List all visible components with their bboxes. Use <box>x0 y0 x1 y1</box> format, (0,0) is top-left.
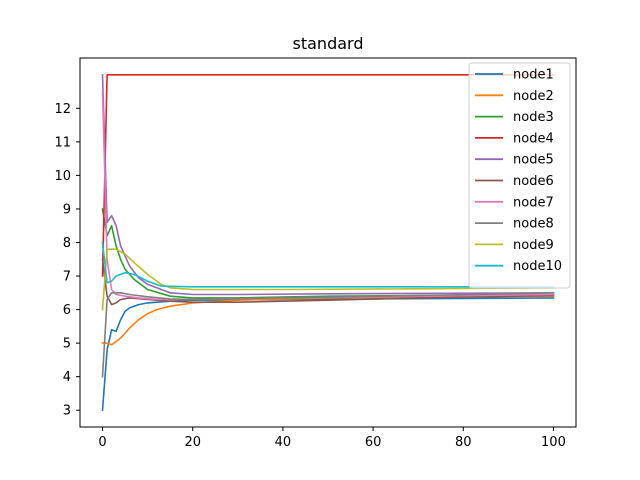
legend-label: node8 <box>513 217 554 232</box>
series-line-node1 <box>101 297 555 412</box>
series-line-node10 <box>101 241 555 288</box>
y-tick-label: 8 <box>63 236 71 251</box>
y-tick-label: 12 <box>54 102 71 117</box>
chart-title: standard <box>293 34 364 53</box>
x-tick-label: 0 <box>98 435 106 450</box>
legend-label: node1 <box>513 68 554 83</box>
series-line-node2 <box>101 295 555 346</box>
legend-label: node5 <box>513 153 554 168</box>
legend-label: node3 <box>513 110 554 125</box>
legend: node1 node2 node3 node4 node5 node6 node7 node8… <box>468 62 571 289</box>
x-axis: 0 20 40 60 80 100 <box>98 427 566 450</box>
series-line-node8 <box>101 291 555 378</box>
series-line-node3 <box>101 208 555 299</box>
series-line-node5 <box>101 73 555 296</box>
y-tick-label: 9 <box>63 202 71 217</box>
y-tick-label: 6 <box>63 303 71 318</box>
series-layer <box>101 73 555 412</box>
x-tick-label: 80 <box>455 435 472 450</box>
y-tick-label: 7 <box>63 270 71 285</box>
series-line-node9 <box>101 248 555 311</box>
legend-label: node9 <box>513 238 554 253</box>
x-tick-label: 100 <box>541 435 566 450</box>
legend-frame <box>468 62 571 289</box>
x-tick-label: 20 <box>184 435 201 450</box>
y-tick-label: 3 <box>63 404 71 419</box>
legend-label: node10 <box>513 259 562 274</box>
legend-label: node2 <box>513 89 554 104</box>
y-tick-label: 5 <box>63 337 71 352</box>
series-line-node4 <box>101 74 555 277</box>
y-tick-label: 10 <box>54 169 71 184</box>
x-tick-label: 60 <box>365 435 382 450</box>
legend-label: node6 <box>513 174 554 189</box>
y-tick-label: 4 <box>63 370 71 385</box>
legend-label: node7 <box>513 195 554 210</box>
x-tick-label: 40 <box>275 435 292 450</box>
legend-label: node4 <box>513 131 554 146</box>
y-axis: 3 4 5 6 7 8 9 10 11 12 <box>54 102 80 419</box>
y-tick-label: 11 <box>54 135 71 150</box>
series-line-node6 <box>101 258 555 306</box>
